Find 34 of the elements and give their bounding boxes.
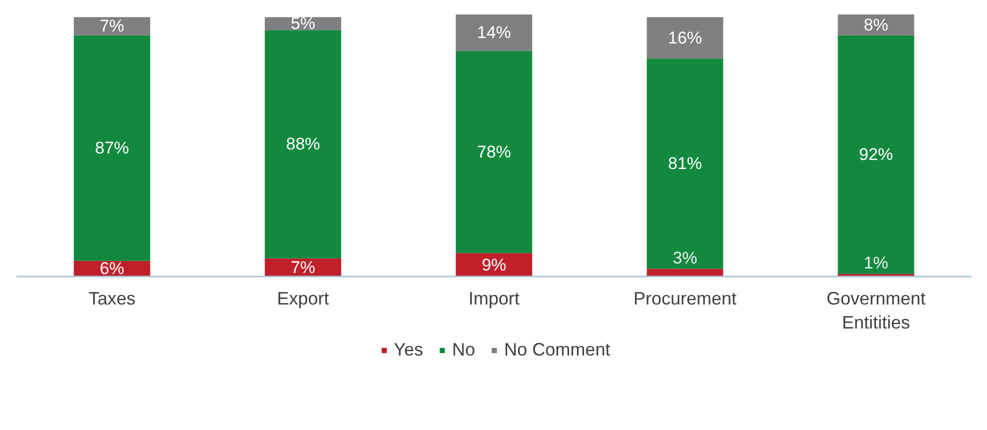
- data-label: 6%: [100, 259, 124, 278]
- data-label: 92%: [858, 145, 894, 164]
- bar: [264, 30, 342, 258]
- legend-label: Yes: [394, 340, 424, 360]
- bar: [456, 50, 532, 254]
- data-label: 81%: [668, 154, 702, 174]
- data-label: 7%: [290, 258, 316, 277]
- bar: [838, 14, 914, 36]
- bar: [456, 14, 532, 51]
- data-label: 1%: [864, 254, 888, 273]
- data-label: 3%: [672, 248, 698, 268]
- data-label: 7%: [100, 16, 124, 36]
- data-label: 16%: [668, 28, 702, 48]
- x-tick-label: Taxes: [88, 288, 136, 308]
- bar: [646, 268, 724, 276]
- bar: [646, 17, 724, 59]
- data-label: 9%: [482, 255, 506, 274]
- x-tick-label: Government Entitities: [826, 288, 926, 332]
- legend-label: No Comment: [504, 340, 610, 360]
- x-tick-label: Import: [468, 288, 520, 308]
- bar: [74, 35, 150, 261]
- data-label: 5%: [290, 14, 316, 34]
- bar: [838, 35, 914, 274]
- bar: [646, 58, 724, 269]
- bar: [456, 253, 532, 276]
- x-tick-label: Export: [276, 288, 330, 308]
- data-label: 88%: [286, 134, 320, 154]
- data-label: 78%: [476, 142, 512, 162]
- x-tick-label: Procurement: [633, 288, 737, 308]
- data-label: 8%: [864, 15, 888, 34]
- legend-label: No: [452, 340, 476, 360]
- bar: [74, 17, 150, 36]
- data-label: 87%: [94, 138, 130, 158]
- data-label: 14%: [476, 23, 512, 42]
